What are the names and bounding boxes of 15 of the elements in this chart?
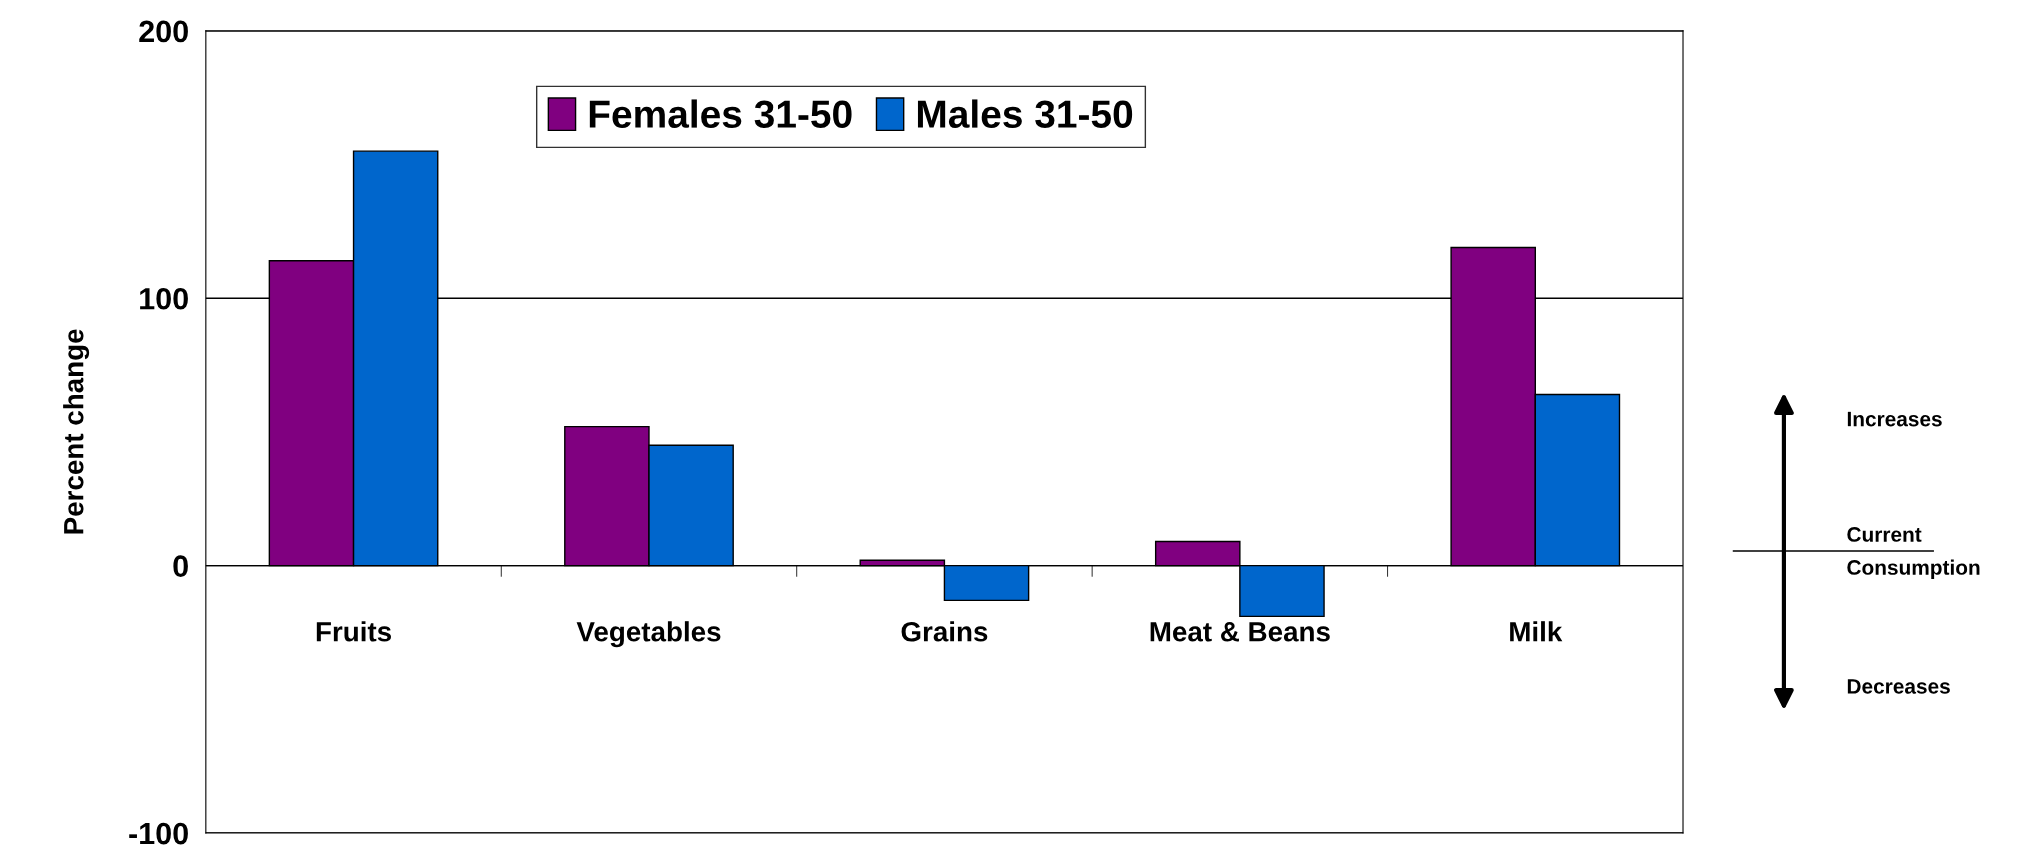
y-axis-title: Percent change bbox=[63, 329, 90, 534]
legend-label: Males 31-50 bbox=[917, 99, 1133, 129]
text: Decreases bbox=[1847, 679, 1950, 694]
x-tick-label: Vegetables bbox=[576, 621, 721, 648]
y-tick-label: 0 bbox=[173, 555, 188, 577]
x-tick-label: Grains bbox=[901, 621, 988, 642]
y-tick-label: 100 bbox=[140, 287, 188, 310]
x-tick-label: Milk bbox=[1510, 621, 1563, 642]
text: Current Consumption bbox=[1847, 527, 1980, 579]
x-tick-label: Meat & Beans bbox=[1150, 622, 1330, 642]
text: Increases bbox=[1847, 411, 1942, 427]
y-tick-label: 200 bbox=[139, 20, 188, 43]
legend-label: Females 31-50 bbox=[589, 99, 852, 129]
y-tick-label: -100 bbox=[129, 822, 188, 845]
x-tick-label: Fruits bbox=[316, 621, 391, 642]
